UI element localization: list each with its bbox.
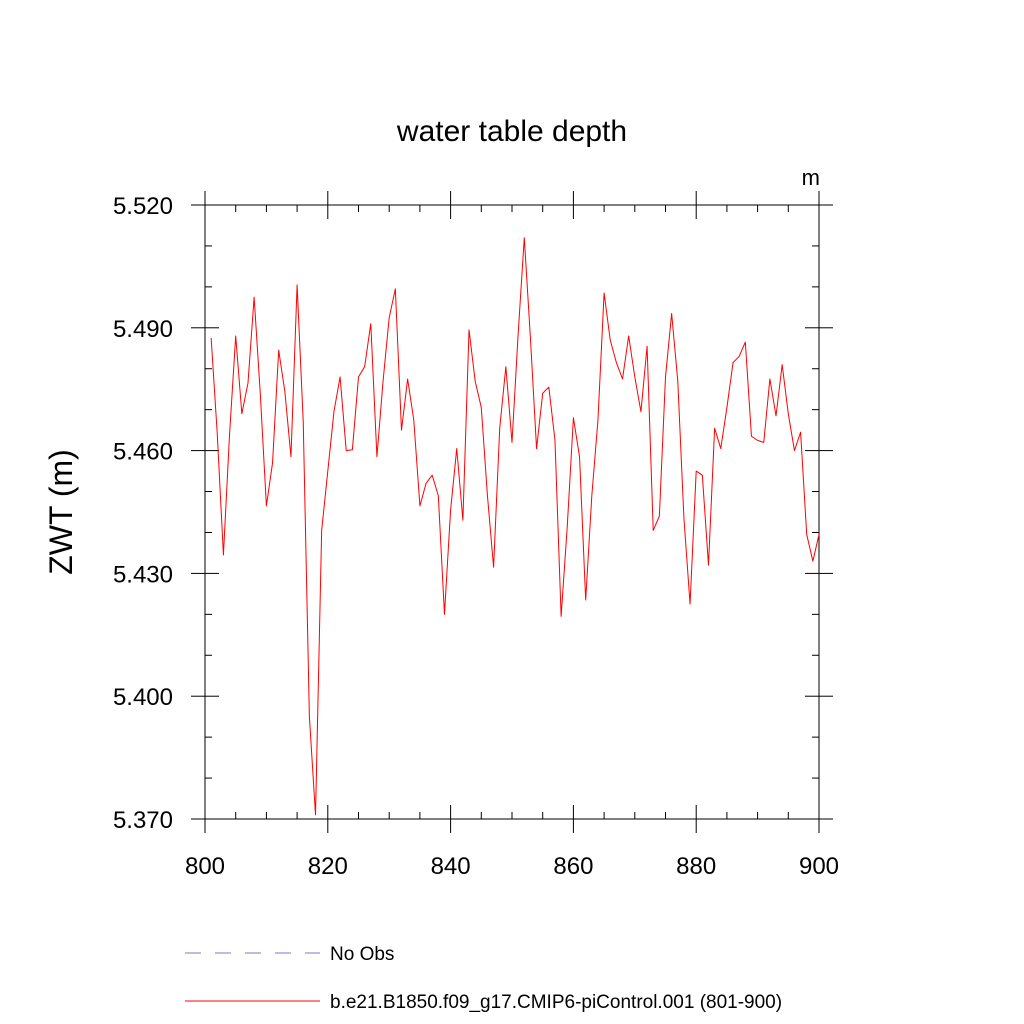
series-layer — [210, 237, 820, 816]
x-tick-label: 800 — [185, 853, 225, 880]
chart-title: water table depth — [396, 115, 627, 148]
x-tick-label: 820 — [308, 853, 348, 880]
legend-label: No Obs — [330, 944, 394, 965]
y-tick-label: 5.490 — [113, 316, 173, 343]
units-label: m — [802, 165, 820, 190]
y-tick-label: 5.520 — [113, 193, 173, 220]
legend-label: b.e21.B1850.f09_g17.CMIP6-piControl.001 … — [330, 992, 782, 1013]
x-axis: 800 820 840 860 880 900 — [185, 191, 839, 880]
x-tick-label: 900 — [799, 853, 839, 880]
x-tick-label: 860 — [553, 853, 593, 880]
legend: No Obs b.e21.B1850.f09_g17.CMIP6-piContro… — [185, 944, 782, 1013]
y-tick-label: 5.370 — [113, 807, 173, 834]
x-tick-label: 840 — [431, 853, 471, 880]
y-axis-label: ZWT (m) — [43, 449, 79, 575]
x-tick-label: 880 — [676, 853, 716, 880]
series-line-1 — [210, 237, 820, 816]
y-axis: 5.370 5.400 5.430 5.460 5.490 5.520 — [113, 193, 833, 834]
y-tick-label: 5.400 — [113, 684, 173, 711]
y-tick-label: 5.430 — [113, 561, 173, 588]
y-tick-label: 5.460 — [113, 439, 173, 466]
